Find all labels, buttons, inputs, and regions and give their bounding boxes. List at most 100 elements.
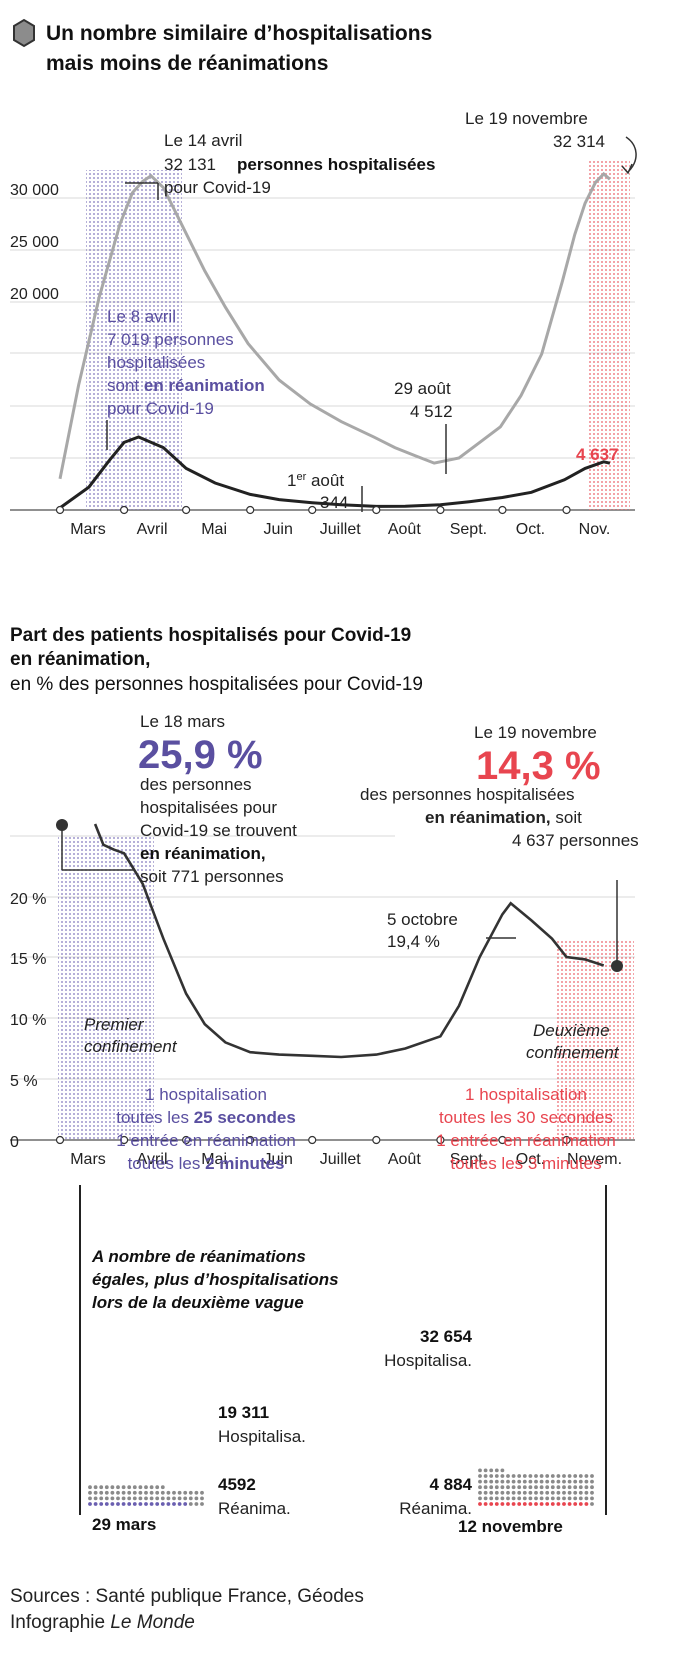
rea-dot	[478, 1502, 482, 1506]
hosp-dot	[511, 1496, 516, 1501]
hosp-dot	[116, 1485, 120, 1490]
chart2-series-part	[93, 823, 605, 1059]
x-tick-dot	[498, 1135, 507, 1145]
part-reanimation-chart: Part des patients hospitalisés pour Covi…	[10, 625, 639, 1173]
hosp-dot	[500, 1490, 505, 1495]
chart2-oct5-line2: 19,4 %	[387, 932, 440, 951]
hosp-dot	[188, 1502, 193, 1506]
hosp-dot	[489, 1479, 494, 1484]
chart2-x-axis: Mars Avril Mai Juin Juillet Août Sept. Oct. Nove…	[55, 1135, 622, 1168]
chart1-nov19-line1: Le 19 novembre	[465, 109, 588, 128]
chart2-mars18-line6: soit 771 personnes	[140, 867, 284, 886]
hosp-dot	[489, 1468, 494, 1473]
chart2-left-rate-l2: toutes les 25 secondes	[116, 1108, 296, 1127]
hosp-dot	[121, 1485, 126, 1490]
x-tick-label: Oct.	[516, 521, 545, 538]
hosp-dot	[149, 1496, 154, 1501]
hosp-dot	[539, 1490, 544, 1495]
x-tick-label: Mars	[70, 521, 106, 538]
hosp-dot	[528, 1496, 533, 1501]
chart1-avril8-line5: pour Covid-19	[107, 399, 214, 418]
hosp-dot	[483, 1496, 488, 1501]
hosp-dot	[172, 1496, 176, 1501]
rea-dot	[160, 1502, 165, 1506]
chart2-oct5-line1: 5 octobre	[387, 910, 458, 929]
x-tick-label: Juin	[264, 521, 293, 538]
x-tick-label: Juin	[264, 1151, 293, 1168]
chart1-x-axis: Mars Avril Mai Juin Juillet Août Sept. Oct. Nov.	[55, 505, 610, 538]
hosp-dot	[573, 1485, 578, 1490]
rea-dot	[494, 1502, 499, 1506]
hosp-dot	[578, 1496, 583, 1501]
hosp-dot	[517, 1474, 522, 1478]
chart2-mars18-line5: en réanimation,	[140, 844, 266, 863]
hosp-dot	[573, 1490, 578, 1495]
hosp-dot	[177, 1490, 182, 1495]
hosp-dot	[545, 1496, 550, 1501]
hosp-dot	[562, 1474, 566, 1478]
chart2-left-rate: 1 hospitalisation toutes les 25 secondes…	[116, 1085, 296, 1173]
rea-dot	[573, 1502, 578, 1506]
chart1-ytick-20000: 20 000	[10, 286, 59, 303]
hosp-dot	[99, 1485, 104, 1490]
hosp-dot	[149, 1490, 154, 1495]
x-tick-dot	[562, 505, 571, 515]
hosp-dot	[534, 1490, 538, 1495]
hosp-dot	[556, 1479, 561, 1484]
hosp-dot	[188, 1496, 193, 1501]
hosp-dot	[567, 1496, 572, 1501]
hosp-dot	[500, 1479, 505, 1484]
hosp-dot	[590, 1496, 594, 1501]
hosp-dot	[550, 1479, 555, 1484]
x-tick-label: Mars	[70, 1151, 106, 1168]
chart1-nov-rea-value: 4 637	[576, 445, 619, 464]
hosp-dot	[506, 1485, 510, 1490]
x-tick-dot	[372, 505, 381, 515]
rea-dot	[177, 1502, 182, 1506]
hosp-dot	[545, 1485, 550, 1490]
chart2-nov19-line1: Le 19 novembre	[474, 723, 597, 742]
chart1-nov19-value: 32 314	[553, 132, 605, 151]
hosp-dot	[500, 1496, 505, 1501]
chart1-avril14-line1: Le 14 avril	[164, 131, 242, 150]
hosp-dot	[127, 1485, 132, 1490]
hosp-dot	[545, 1479, 550, 1484]
hosp-dot	[93, 1496, 98, 1501]
x-tick-label: Avril	[137, 1151, 168, 1168]
rea-dot	[183, 1502, 188, 1506]
x-tick-dot	[246, 1135, 255, 1145]
hosp-dot	[166, 1496, 171, 1501]
hosp-dot	[556, 1496, 561, 1501]
rea-dot	[132, 1502, 137, 1506]
hosp-dot	[200, 1502, 204, 1506]
hosp-dot	[200, 1490, 204, 1495]
hosp-dot	[177, 1496, 182, 1501]
hosp-dot	[144, 1485, 148, 1490]
chart1-premier-confinement-shade	[86, 170, 182, 510]
hosp-dot	[483, 1468, 488, 1473]
chart1-avril8-line3: hospitalisées	[107, 353, 205, 372]
hosp-dot	[584, 1479, 589, 1484]
hosp-dot	[578, 1479, 583, 1484]
chart2-right-rate-l2: toutes les 30 secondes	[439, 1108, 613, 1127]
hosp-dot	[88, 1496, 92, 1501]
hosp-dot	[494, 1485, 499, 1490]
chart2-title-line1: Part des patients hospitalisés pour Covi…	[10, 625, 411, 646]
hosp-dot	[545, 1490, 550, 1495]
x-tick-label: Août	[388, 521, 421, 538]
hosp-dot	[500, 1468, 505, 1473]
hosp-dot	[155, 1490, 160, 1495]
rea-dot	[138, 1502, 143, 1506]
chart2-title-line2: en réanimation,	[10, 649, 150, 670]
chart2-deuxieme-confinement-shade	[556, 940, 634, 1140]
hosp-dot	[556, 1490, 561, 1495]
x-tick-dot	[436, 505, 445, 515]
hosp-dot	[183, 1496, 188, 1501]
hosp-dot	[194, 1502, 199, 1506]
hosp-dot	[149, 1485, 154, 1490]
hosp-dot	[483, 1490, 488, 1495]
hosp-dot	[494, 1468, 499, 1473]
rea-dot	[545, 1502, 550, 1506]
hosp-dot	[489, 1474, 494, 1478]
